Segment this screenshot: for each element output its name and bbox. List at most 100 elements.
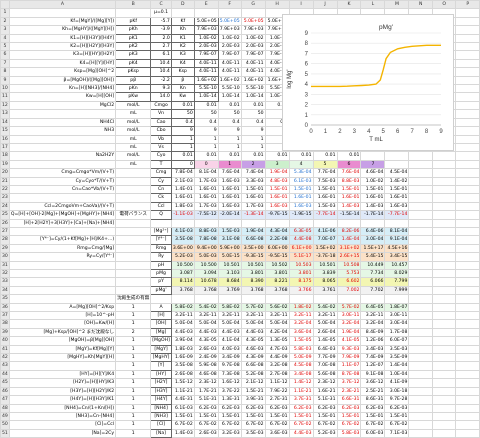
- cell[interactable]: [264, 294, 290, 304]
- eq-cell[interactable]: 1.6E-01: [288, 193, 314, 203]
- equation[interactable]: [NH4]=Cn/(1+Kn/[H]): [8, 403, 117, 413]
- symbol[interactable]: Rmg: [150, 243, 172, 254]
- eq-cell[interactable]: 7.6E-04: [217, 168, 242, 178]
- symbol[interactable]: A: [150, 302, 172, 313]
- cell[interactable]: [288, 294, 314, 304]
- precip-cell[interactable]: 4.6E-08: [193, 369, 219, 380]
- balance-cell[interactable]: 8.175: [288, 277, 314, 287]
- eq-cell[interactable]: 7.7E-04: [312, 168, 338, 178]
- conc-cell[interactable]: 1: [193, 142, 219, 153]
- value[interactable]: 0.01: [170, 100, 195, 111]
- cell[interactable]: [193, 218, 219, 228]
- cell[interactable]: [384, 151, 410, 161]
- symbol[interactable]: Cmgo: [150, 100, 172, 111]
- row-number[interactable]: 5: [0, 42, 10, 52]
- precip-cell[interactable]: 5.0E-04: [264, 319, 290, 329]
- cell[interactable]: [431, 159, 457, 170]
- balance-cell[interactable]: 8.221: [264, 277, 290, 287]
- cell[interactable]: [455, 411, 480, 422]
- balance-cell[interactable]: 3.768: [240, 285, 266, 296]
- cell[interactable]: [360, 294, 386, 304]
- conc-cell[interactable]: 9: [193, 126, 219, 136]
- cell[interactable]: [455, 386, 480, 397]
- cell[interactable]: [408, 168, 433, 178]
- balance-cell[interactable]: 6.3E-05: [288, 226, 314, 237]
- cell[interactable]: [431, 353, 457, 363]
- precip-cell[interactable]: 1.5E-01: [384, 411, 410, 422]
- balance-cell[interactable]: 10.500: [170, 260, 195, 271]
- balance-cell[interactable]: 7.8E-08: [193, 235, 219, 245]
- cell[interactable]: [115, 176, 152, 186]
- symbol[interactable]: [NH3]: [150, 411, 172, 422]
- equation[interactable]: [Na]=2Cy: [8, 428, 117, 438]
- cell[interactable]: [431, 285, 457, 296]
- cell[interactable]: [455, 226, 480, 237]
- k-cell[interactable]: 1.0E-02: [240, 33, 266, 44]
- precip-cell[interactable]: 4.4E-03: [288, 428, 314, 438]
- balance-cell[interactable]: 3.761: [312, 285, 338, 296]
- value[interactable]: 0.4: [170, 117, 195, 128]
- eq-cell[interactable]: 1.5E-01: [264, 184, 290, 195]
- precip-cell[interactable]: 6.2E-03: [288, 403, 314, 413]
- balance-cell[interactable]: 6.0E+00: [264, 243, 290, 254]
- row-number[interactable]: 1: [0, 8, 10, 18]
- precip-cell[interactable]: 3.2E-04: [336, 319, 362, 329]
- precip-flag[interactable]: 1: [115, 411, 152, 422]
- precip-cell[interactable]: 1.7E-21: [193, 386, 219, 397]
- row-number[interactable]: 44: [0, 369, 10, 380]
- conc-cell[interactable]: 1: [217, 134, 242, 144]
- balance-cell[interactable]: 8.029: [384, 268, 410, 279]
- precip-cell[interactable]: 4.4E-03: [193, 327, 219, 338]
- k-value[interactable]: 7.9E+03: [193, 25, 219, 35]
- unit[interactable]: mL: [115, 109, 152, 119]
- conc-cell[interactable]: 2: [240, 159, 266, 170]
- balance-cell[interactable]: 10.678: [193, 277, 219, 287]
- cell[interactable]: [431, 260, 457, 271]
- balance-cell[interactable]: 1.4E-04: [336, 235, 362, 245]
- balance-cell[interactable]: 3.839: [312, 268, 338, 279]
- symbol[interactable]: [Cl]: [150, 420, 172, 430]
- row-number[interactable]: 20: [0, 168, 10, 178]
- conc-cell[interactable]: 0.4: [240, 117, 266, 128]
- pk-symbol[interactable]: pK4: [115, 58, 152, 69]
- q-cell[interactable]: -2.0E-14: [217, 210, 242, 220]
- k-cell[interactable]: 2.0E-03: [240, 42, 266, 52]
- eq-cell[interactable]: 1.6E-01: [193, 193, 219, 203]
- precip-cell[interactable]: 5.0E-04: [312, 319, 338, 329]
- reagent-name[interactable]: NH3: [8, 126, 117, 136]
- cell[interactable]: [408, 353, 433, 363]
- precip-cell[interactable]: 1.5E-01: [288, 411, 314, 422]
- cell[interactable]: [431, 235, 457, 245]
- balance-cell[interactable]: 5.1E-17: [288, 252, 314, 262]
- balance-cell[interactable]: 7.734: [360, 268, 386, 279]
- equation[interactable]: [H3Y]=[H][H2Y]/K2: [8, 386, 117, 397]
- precip-cell[interactable]: 5.0E-04: [193, 319, 219, 329]
- precip-flag[interactable]: 1: [115, 420, 152, 430]
- cell[interactable]: [431, 151, 457, 161]
- conc-cell[interactable]: 0.01: [240, 151, 266, 161]
- symbol[interactable]: [HY]: [150, 369, 172, 380]
- k-value[interactable]: 5.5E-10: [193, 84, 219, 94]
- column-header[interactable]: B: [115, 0, 152, 10]
- k-symbol[interactable]: K1: [170, 33, 195, 44]
- k-value[interactable]: 5.0E+05: [193, 16, 219, 27]
- k-cell[interactable]: 1.0E-14: [217, 92, 242, 102]
- cell[interactable]: [115, 184, 152, 195]
- precip-cell[interactable]: 6.2E-03: [240, 403, 266, 413]
- cell[interactable]: [431, 361, 457, 371]
- cell[interactable]: [408, 369, 433, 380]
- precip-cell[interactable]: 5.6E-02: [264, 302, 290, 313]
- precip-cell[interactable]: 6.1E-03: [170, 403, 195, 413]
- value[interactable]: 1: [170, 134, 195, 144]
- balance-cell[interactable]: 8.114: [170, 277, 195, 287]
- precip-cell[interactable]: 1.5E-01: [312, 411, 338, 422]
- pk-symbol[interactable]: pKsp: [115, 67, 152, 77]
- balance-cell[interactable]: 4.4E-08: [288, 235, 314, 245]
- balance-cell[interactable]: 5.4E-15: [360, 252, 386, 262]
- precip-cell[interactable]: 5.6E-08: [312, 369, 338, 380]
- cell[interactable]: [170, 8, 195, 18]
- precip-cell[interactable]: 4.0E-03: [217, 344, 242, 355]
- precip-cell[interactable]: 1.5E-01: [360, 411, 386, 422]
- conc-cell[interactable]: 1: [217, 142, 242, 153]
- row-number[interactable]: 41: [0, 344, 10, 355]
